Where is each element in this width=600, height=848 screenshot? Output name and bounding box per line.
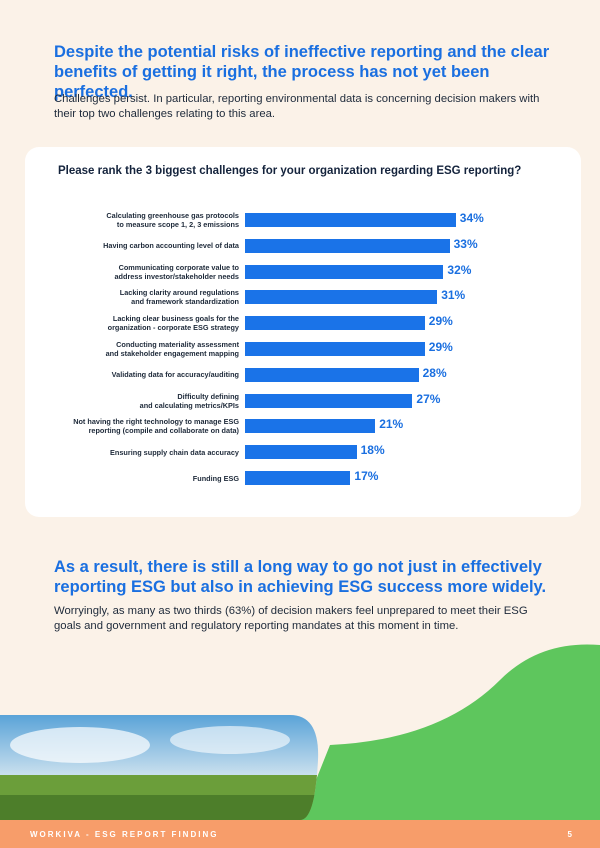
category-label: Validating data for accuracy/auditing [111, 370, 239, 380]
decoration [0, 644, 600, 820]
chart-title: Please rank the 3 biggest challenges for… [58, 165, 522, 177]
value-label: 33% [453, 236, 478, 251]
bar-row: Calculating greenhouse gas protocols to … [25, 208, 581, 232]
heading: Despite the potential risks of ineffecti… [54, 43, 550, 101]
bar-row: Not having the right technology to manag… [25, 414, 581, 438]
value-label: 29% [428, 340, 453, 354]
category-label: Having carbon accounting level of data [103, 241, 239, 251]
bar-row: Funding ESG 17% [25, 466, 581, 490]
bar [245, 264, 444, 279]
value-label: 34% [459, 211, 484, 225]
category-label: Ensuring supply chain data accuracy [110, 447, 239, 457]
category-label: Calculating greenhouse gas protocols to … [106, 211, 239, 229]
value-label: 28% [422, 365, 447, 380]
bar-row: Ensuring supply chain data accuracy 18% [25, 440, 581, 464]
bar-row: Validating data for accuracy/auditing 28% [25, 363, 581, 387]
bar-row: Conducting materiality assessment and st… [25, 337, 581, 361]
bar-row: Communicating corporate value to address… [25, 260, 581, 284]
footer-text: WORKIVA - ESG REPORT FINDING [30, 830, 219, 839]
category-label: Communicating corporate value to address… [114, 262, 239, 281]
bar-row: Difficulty defining and calculating metr… [25, 389, 581, 413]
chart-card: Please rank the 3 biggest challenges for… [25, 147, 581, 517]
value-label: 27% [416, 391, 441, 406]
value-label: 17% [354, 469, 379, 483]
category-label: Lacking clarity around regulations and f… [119, 288, 239, 307]
bar [245, 471, 351, 485]
category-label: Not having the right technology to manag… [73, 417, 239, 436]
bar [245, 316, 425, 331]
paragraph: Worryingly, as many as two thirds (63%) … [54, 605, 528, 632]
footer: WORKIVA - ESG REPORT FINDING 5 [0, 820, 600, 848]
value-label: 32% [447, 262, 472, 277]
value-label: 29% [428, 314, 453, 329]
bar-row: Lacking clarity around regulations and f… [25, 285, 581, 309]
bar-row: Lacking clear business goals for the org… [25, 311, 581, 335]
page-number: 5 [567, 830, 574, 839]
category-label: Lacking clear business goals for the org… [107, 314, 239, 333]
value-label: 21% [379, 417, 404, 432]
bar [245, 290, 438, 305]
bar [245, 342, 425, 356]
bar-row: Having carbon accounting level of data 33… [25, 234, 581, 258]
bar [245, 419, 376, 434]
bar [245, 367, 419, 382]
value-label: 18% [360, 443, 385, 458]
bar [245, 213, 456, 227]
paragraph: Challenges persist. In particular, repor… [54, 93, 540, 120]
category-label: Conducting materiality assessment and st… [105, 340, 239, 358]
category-label: Difficulty defining and calculating metr… [139, 391, 239, 410]
bar [245, 445, 357, 460]
heading: As a result, there is still a long way t… [54, 558, 547, 596]
category-label: Funding ESG [192, 473, 239, 483]
value-label: 31% [441, 288, 466, 303]
bar [245, 393, 413, 408]
bar [245, 238, 450, 253]
